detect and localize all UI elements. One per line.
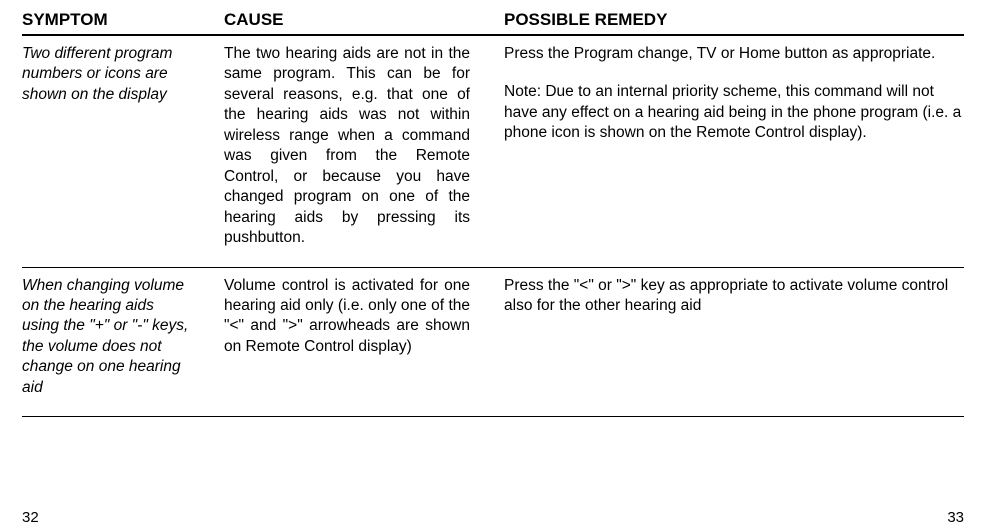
remedy-para-1: Press the "<" or ">" key as appropriate …: [504, 276, 964, 317]
spacer-row: [22, 417, 964, 444]
remedy-para-2: Note: Due to an internal priority scheme…: [504, 82, 964, 143]
symptom-cell: Two different program numbers or icons a…: [22, 35, 224, 267]
table-row: When changing volume on the hearing aids…: [22, 267, 964, 417]
symptom-cell: When changing volume on the hearing aids…: [22, 267, 224, 417]
troubleshooting-table: SYMPTOM CAUSE POSSIBLE REMEDY Two differ…: [22, 8, 964, 443]
page-number-right: 33: [947, 509, 964, 526]
cause-cell: Volume control is activated for one hear…: [224, 267, 504, 417]
table-header-row: SYMPTOM CAUSE POSSIBLE REMEDY: [22, 8, 964, 35]
remedy-cell: Press the Program change, TV or Home but…: [504, 35, 964, 267]
page-number-left: 32: [22, 509, 39, 526]
header-symptom: SYMPTOM: [22, 8, 224, 35]
table-row: Two different program numbers or icons a…: [22, 35, 964, 267]
cause-cell: The two hearing aids are not in the same…: [224, 35, 504, 267]
header-remedy: POSSIBLE REMEDY: [504, 8, 964, 35]
header-cause: CAUSE: [224, 8, 504, 35]
page-footer: 32 33: [22, 509, 964, 526]
remedy-para-1: Press the Program change, TV or Home but…: [504, 44, 964, 64]
remedy-cell: Press the "<" or ">" key as appropriate …: [504, 267, 964, 417]
